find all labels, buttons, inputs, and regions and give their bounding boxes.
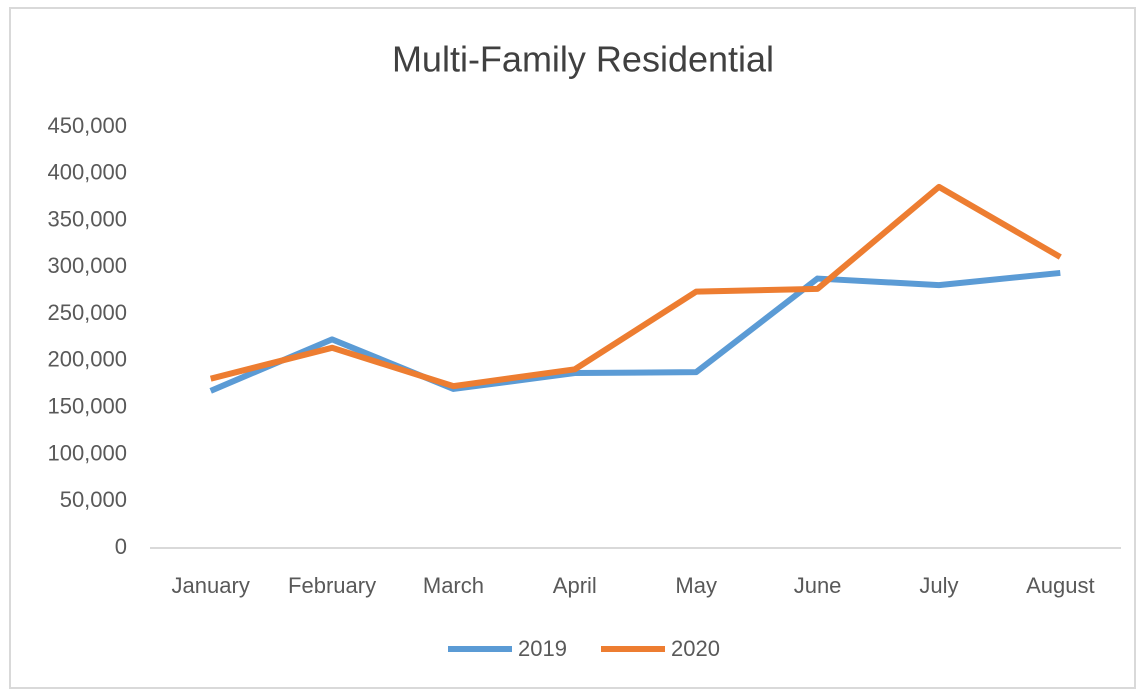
y-tick-label: 150,000 (47, 393, 127, 418)
x-tick-label: April (553, 573, 597, 598)
y-tick-label: 400,000 (47, 160, 127, 185)
y-tick-label: 300,000 (47, 253, 127, 278)
x-tick-label: August (1026, 573, 1095, 598)
y-tick-label: 450,000 (47, 113, 127, 138)
chart-frame (9, 7, 1136, 689)
line-series (209, 269, 1061, 394)
x-tick-label: February (288, 573, 376, 598)
x-tick-label: May (675, 573, 717, 598)
y-tick-label: 50,000 (60, 487, 127, 512)
y-tick-label: 100,000 (47, 440, 127, 465)
legend-label: 2019 (518, 636, 567, 661)
chart-title: Multi-Family Residential (392, 39, 774, 80)
y-tick-label: 0 (115, 534, 127, 559)
x-tick-label: January (172, 573, 250, 598)
y-tick-label: 350,000 (47, 206, 127, 231)
legend-label: 2020 (671, 636, 720, 661)
x-tick-label: June (794, 573, 842, 598)
y-tick-label: 250,000 (47, 300, 127, 325)
y-tick-label: 200,000 (47, 347, 127, 372)
x-tick-label: July (919, 573, 958, 598)
line-series (209, 183, 1062, 390)
x-tick-label: March (423, 573, 484, 598)
